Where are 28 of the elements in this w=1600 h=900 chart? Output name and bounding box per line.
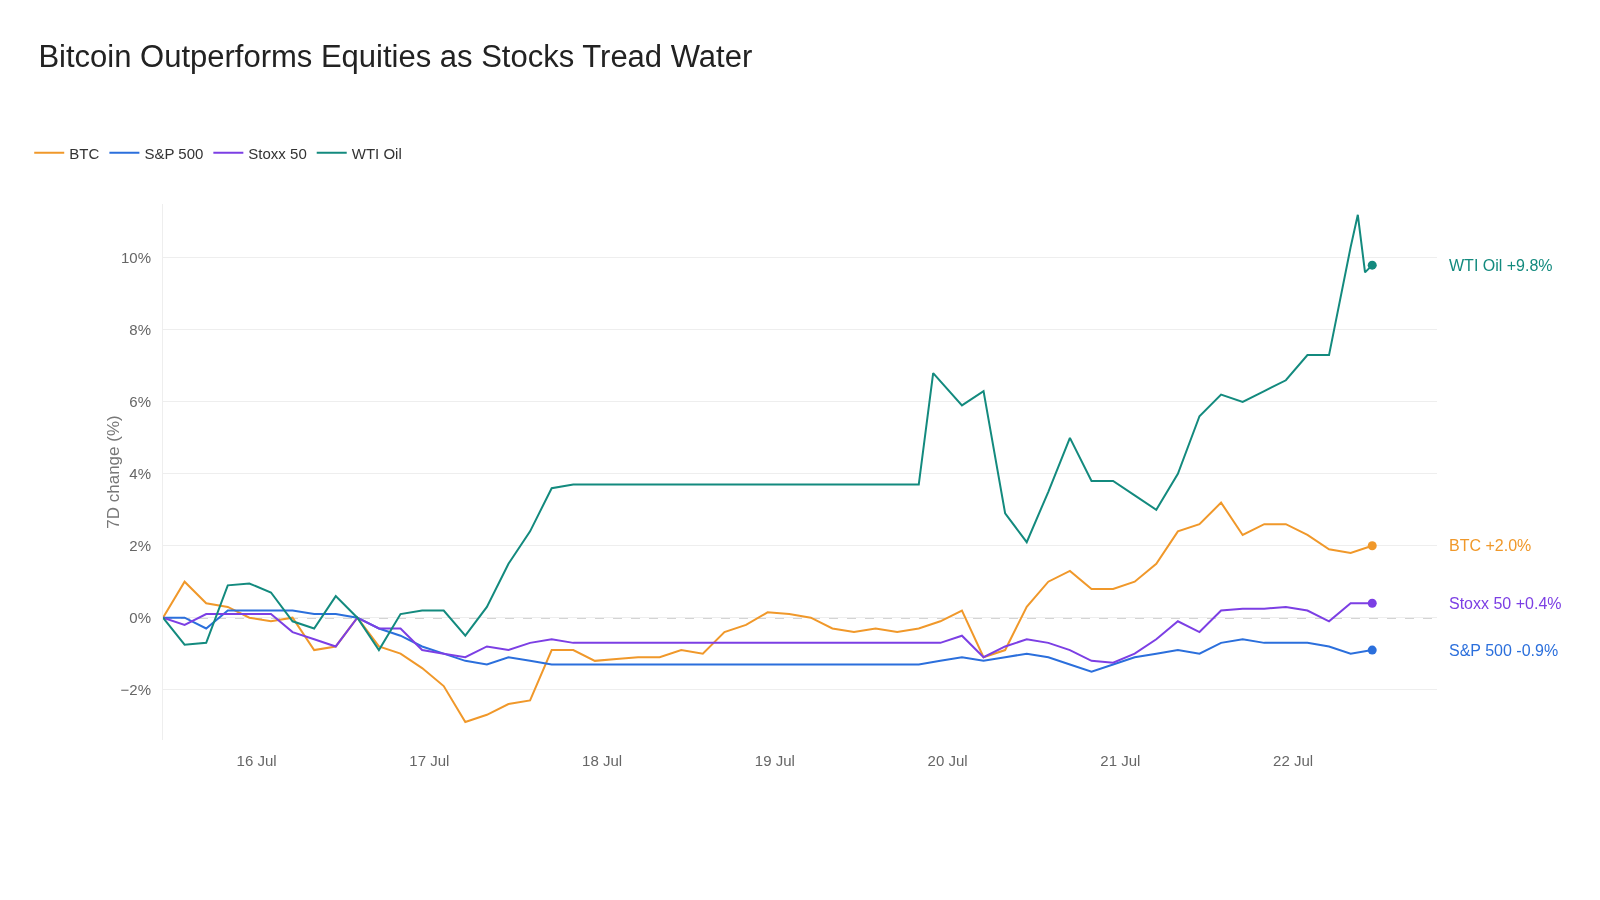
text: BTC +2.0% xyxy=(1449,537,1532,554)
y-tick-label: 8% xyxy=(129,321,151,339)
legend-label: WTI Oil xyxy=(351,144,402,162)
y-tick-label: −2% xyxy=(120,680,151,698)
x-tick-label: 20 Jul xyxy=(927,752,968,769)
x-tick-label: 19 Jul xyxy=(754,752,795,769)
y-tick-label: 6% xyxy=(129,393,151,411)
text: Stoxx 50 +0.4% xyxy=(1449,595,1562,612)
point xyxy=(1367,541,1377,551)
x-tick-label: 18 Jul xyxy=(582,752,623,769)
x-tick-label: 17 Jul xyxy=(409,752,450,769)
x-tick-label: 21 Jul xyxy=(1100,752,1141,769)
point xyxy=(1367,260,1377,270)
point xyxy=(1367,598,1377,608)
y-axis-title: 7D change (%) xyxy=(104,415,123,529)
y-tick-label: 10% xyxy=(120,249,151,267)
y-tick-label: 0% xyxy=(129,608,151,626)
legend-label: Stoxx 50 xyxy=(248,144,307,162)
text: S&P 500 -0.9% xyxy=(1449,642,1559,659)
legend-label: S&P 500 xyxy=(144,144,204,162)
y-tick-label: 2% xyxy=(129,536,151,554)
x-tick-label: 22 Jul xyxy=(1273,752,1314,769)
point xyxy=(1367,645,1377,655)
text: WTI Oil +9.8% xyxy=(1449,257,1553,274)
y-tick-label: 4% xyxy=(129,465,151,483)
chart-title: Bitcoin Outperforms Equities as Stocks Tread Water xyxy=(38,38,753,74)
legend-label: BTC xyxy=(69,144,100,162)
x-tick-label: 16 Jul xyxy=(236,752,277,769)
